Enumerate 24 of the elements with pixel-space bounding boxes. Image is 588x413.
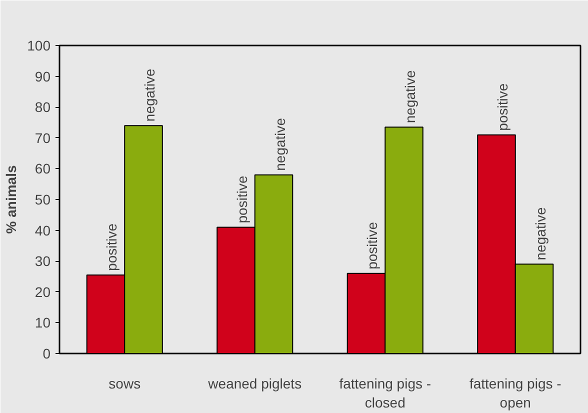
y-tick-label: 70 — [34, 130, 51, 146]
y-tick-label: 100 — [27, 38, 51, 54]
text: negative — [532, 207, 548, 260]
text: positive — [104, 223, 120, 271]
text: negative — [142, 68, 158, 122]
text: negative — [402, 70, 418, 124]
y-tick-label: 30 — [34, 253, 51, 270]
text: negative — [272, 118, 288, 171]
y-tick-label: 0 — [42, 346, 51, 362]
text: positive — [234, 176, 250, 224]
x-tick-label: sows — [108, 376, 141, 392]
text: positive — [364, 222, 380, 270]
y-tick-label: 60 — [34, 160, 51, 177]
y-tick-label: 10 — [34, 314, 51, 331]
y-tick-label: 20 — [34, 284, 51, 300]
x-tick-label: fattening pigs - open — [469, 376, 562, 411]
text: positive — [494, 83, 510, 131]
x-tick-label: weaned piglets — [207, 376, 302, 392]
y-tick-label: 90 — [34, 68, 51, 84]
y-tick-label: 40 — [34, 222, 51, 238]
y-tick-label: 80 — [34, 99, 51, 116]
y-axis-title: % animals — [3, 165, 20, 234]
y-tick-label: 50 — [34, 192, 51, 208]
x-tick-label: fattening pigs - closed — [339, 376, 432, 411]
